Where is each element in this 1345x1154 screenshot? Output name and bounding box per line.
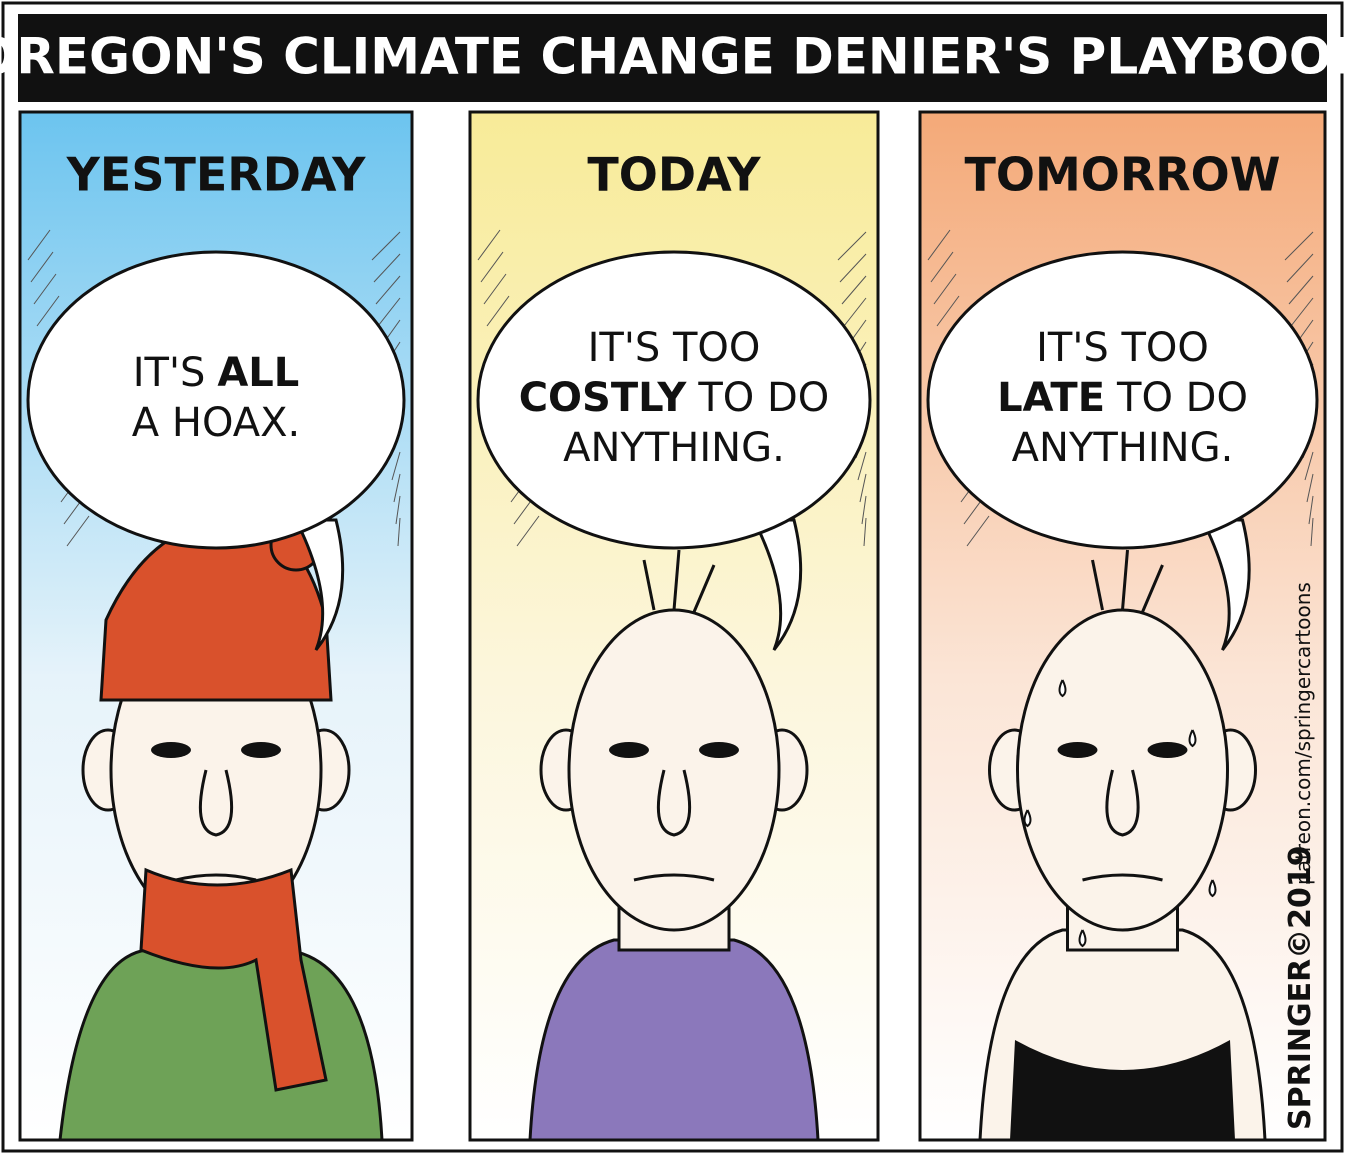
eye xyxy=(1148,742,1188,758)
eye xyxy=(151,742,191,758)
sweat-drop xyxy=(1060,680,1066,696)
credit: patreon.com/springercartoons xyxy=(1291,582,1315,885)
speech-text: A HOAX. xyxy=(132,400,300,446)
speech-line: IT'S TOO xyxy=(588,325,761,371)
head xyxy=(1018,610,1228,930)
speech-text: IT'S xyxy=(133,350,206,396)
panel-heading: YESTERDAY xyxy=(66,148,366,202)
speech-text: LATE xyxy=(997,375,1105,421)
speech-line: IT'S TOO xyxy=(1036,325,1209,371)
eye xyxy=(241,742,281,758)
speech-text: TO DO xyxy=(697,375,829,421)
speech-text: IT'S TOO xyxy=(1036,325,1209,371)
speech-text: TO DO xyxy=(1116,375,1248,421)
sweat-drop xyxy=(1190,730,1196,746)
jacket xyxy=(60,950,382,1140)
sweat-drop xyxy=(1025,810,1031,826)
speech-line: A HOAX. xyxy=(132,400,300,446)
speech-text: IT'S TOO xyxy=(588,325,761,371)
title: OREGON'S CLIMATE CHANGE DENIER'S PLAYBOO… xyxy=(0,28,1345,86)
speech-line: ANYTHING. xyxy=(1012,425,1234,471)
eye xyxy=(1058,742,1098,758)
eye xyxy=(609,742,649,758)
panel-heading: TOMORROW xyxy=(964,148,1280,202)
eye xyxy=(699,742,739,758)
signature: SPRINGER©2019 xyxy=(1283,845,1318,1130)
speech-line: ANYTHING. xyxy=(563,425,785,471)
panel-heading: TODAY xyxy=(587,148,761,202)
cartoon: OREGON'S CLIMATE CHANGE DENIER'S PLAYBOO… xyxy=(0,0,1345,1154)
speech-text: ANYTHING. xyxy=(563,425,785,471)
head xyxy=(569,610,779,930)
sweater xyxy=(530,940,818,1140)
sweat-drop xyxy=(1210,880,1216,896)
speech-text: COSTLY xyxy=(519,375,688,421)
speech-text: ALL xyxy=(217,350,299,396)
sweat-drop xyxy=(1080,930,1086,946)
speech-text: ANYTHING. xyxy=(1012,425,1234,471)
page: OREGON'S CLIMATE CHANGE DENIER'S PLAYBOO… xyxy=(0,0,1345,1154)
